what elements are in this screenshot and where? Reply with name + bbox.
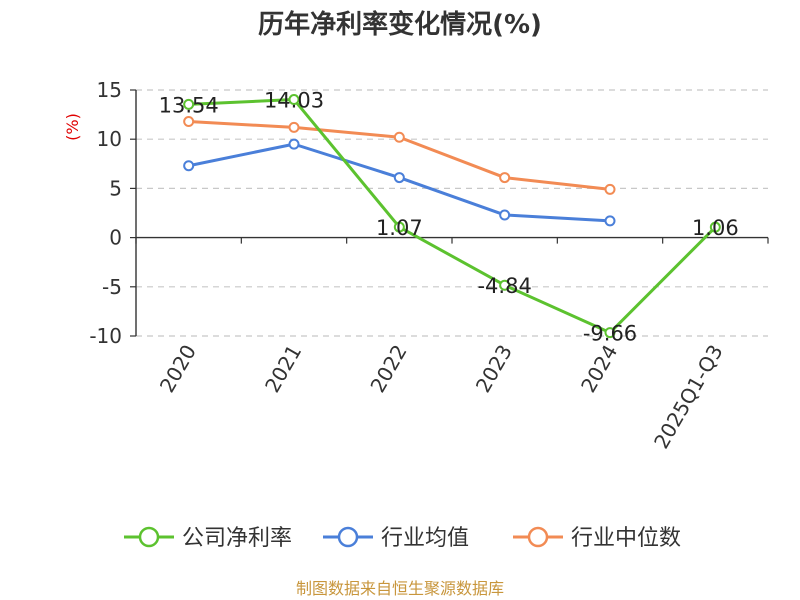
axes: 15 10 5 0 -5 -10 2020 2021 2022 2023 2024 2025Q1-Q3 [89, 78, 769, 453]
data-label: -9.66 [583, 322, 637, 346]
legend-swatch-marker [527, 526, 549, 548]
data-point [604, 327, 616, 339]
legend-label: 行业均值 [381, 526, 469, 551]
data-point [393, 221, 405, 233]
chart-title: 历年净利率变化情况(%) [258, 9, 542, 40]
data-point [288, 94, 300, 106]
x-category-label: 2021 [260, 341, 306, 397]
data-label: 1.07 [376, 216, 423, 240]
series-line [188, 98, 717, 335]
data-point [183, 98, 195, 110]
data-point [288, 121, 300, 133]
legend-label: 行业中位数 [571, 526, 681, 551]
series-1 [183, 138, 616, 227]
data-point [604, 215, 616, 227]
legend-swatch-marker [138, 526, 160, 548]
gridlines [136, 89, 768, 337]
legend-label: 公司净利率 [182, 526, 292, 551]
legend: 公司净利率 行业均值 行业中位数 [124, 526, 681, 551]
y-tick-label: 5 [109, 176, 122, 200]
data-point [499, 172, 511, 184]
x-category-label: 2024 [576, 341, 622, 397]
data-point [604, 183, 616, 195]
x-category-label: 2025Q1-Q3 [649, 341, 728, 453]
y-axis-unit-label: (%) [63, 113, 82, 141]
data-point [183, 115, 195, 127]
data-point [393, 172, 405, 184]
series-lines [183, 94, 721, 339]
x-category-label: 2020 [155, 341, 201, 397]
data-label: -4.84 [477, 274, 531, 298]
data-point [499, 279, 511, 291]
data-source-note: 制图数据来自恒生聚源数据库 [296, 579, 504, 598]
data-point [709, 221, 721, 233]
data-label: 14.03 [264, 89, 324, 113]
legend-item-2: 行业中位数 [513, 526, 681, 551]
data-label: 13.54 [159, 93, 219, 117]
data-label: 1.06 [692, 216, 739, 240]
legend-item-1: 行业均值 [323, 526, 469, 551]
y-tick-label: 0 [109, 226, 122, 250]
series-2 [183, 115, 616, 195]
y-tick-label: -10 [89, 324, 122, 348]
y-tick-label: 10 [97, 127, 122, 151]
x-category-label: 2022 [365, 341, 411, 397]
x-category-label: 2023 [471, 341, 517, 397]
data-point [499, 209, 511, 221]
y-tick-label: 15 [97, 78, 122, 102]
legend-swatch-marker [337, 526, 359, 548]
series-0 [183, 94, 721, 339]
legend-item-0: 公司净利率 [124, 526, 292, 551]
data-point [288, 138, 300, 150]
data-labels: 13.54 14.03 1.07 -4.84 -9.66 1.06 [159, 89, 739, 346]
data-point [183, 160, 195, 172]
data-point [393, 131, 405, 143]
y-tick-label: -5 [102, 275, 122, 299]
